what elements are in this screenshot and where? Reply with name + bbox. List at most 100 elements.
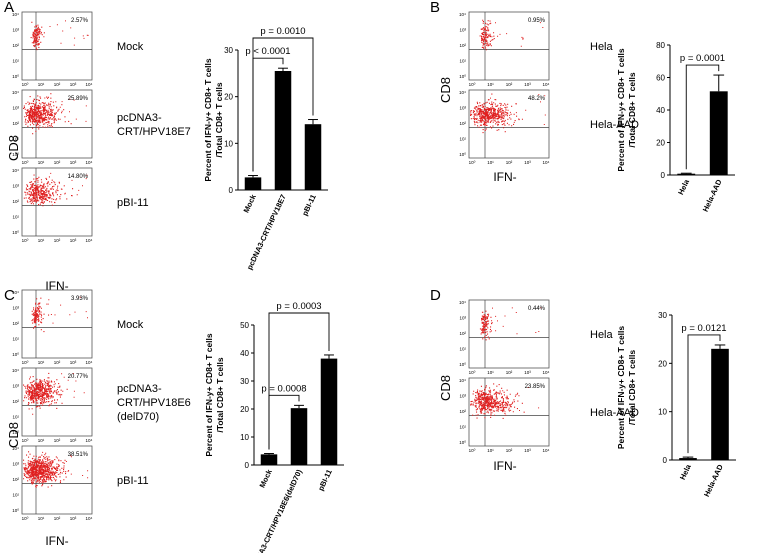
p-value-label: p = 0.0008 xyxy=(261,383,306,394)
y-tick-label: 10³ xyxy=(12,28,19,33)
bar-chart: 0 10 20 30 Percent of IFN-y+ CD8+ T cells/To… xyxy=(203,26,328,271)
flow-plot: 0.44% 10⁰ 10¹ 10² 10³ 10⁴ 10⁰ 10¹ 10² 10³ 10⁴ Hela xyxy=(459,299,614,375)
y-tick-label: 60 xyxy=(656,74,665,83)
flow-plot: 0.95% 10⁰ 10¹ 10² 10³ 10⁴ 10⁰ 10¹ 10² 10³ 10⁴ Hela xyxy=(459,11,614,87)
gate-percent: 48.2% xyxy=(528,96,546,102)
y-tick-label: 50 xyxy=(240,321,249,330)
y-tick-label: 10⁰ xyxy=(12,74,19,79)
flow-dots xyxy=(470,93,546,134)
sample-label: pBI-11 xyxy=(117,197,149,209)
bar xyxy=(711,348,729,460)
x-tick-label: 10² xyxy=(54,238,61,243)
x-tick-label: 10³ xyxy=(524,160,531,165)
bar-ylabel: Percent of IFN-y+ CD8+ T cells xyxy=(203,58,213,182)
x-tick-label: 10² xyxy=(506,82,513,87)
flow-xlabel: IFN- xyxy=(45,534,68,548)
x-tick-label: 10³ xyxy=(70,438,77,443)
x-tick-label: 10² xyxy=(54,360,61,365)
x-tick-label: 10³ xyxy=(70,238,77,243)
sample-label: Mock xyxy=(117,41,144,53)
bar-ylabel: Percent of IFN-y+ CD8+ T cells xyxy=(616,326,626,450)
x-tick-label: 10⁴ xyxy=(543,160,550,165)
x-tick-label: 10³ xyxy=(70,516,77,521)
flow-dots xyxy=(23,93,87,135)
bar-ylabel: /Total CD8+ T cells xyxy=(215,357,225,432)
x-tick-label: 10⁰ xyxy=(469,160,476,165)
category-label: Hela xyxy=(678,462,693,481)
y-tick-label: 10⁴ xyxy=(12,90,19,95)
flow-plot: 25.89% 10⁰ 10¹ 10² 10³ 10⁴ 10⁰ 10¹ 10² 10³ 10⁴ pcDN… xyxy=(12,89,191,165)
bar-chart: 0 10 20 30 Percent of IFN-y+ CD8+ T cells/To… xyxy=(616,311,736,498)
category-label: pBI-11 xyxy=(316,468,334,492)
y-tick-label: 30 xyxy=(224,46,233,55)
bracket-line xyxy=(252,37,314,172)
y-tick-label: 10³ xyxy=(459,28,466,33)
category-label: pcDNA3-CRT/HPV18E6(delD70) xyxy=(248,468,304,553)
x-tick-label: 10⁴ xyxy=(543,82,550,87)
p-value-label: p = 0.0001 xyxy=(680,53,725,64)
y-tick-label: 10² xyxy=(459,331,466,336)
bracket-line xyxy=(687,334,721,454)
category-label: Mock xyxy=(242,192,259,214)
p-value-label: p = 0.0121 xyxy=(681,323,726,334)
y-tick-label: 10⁰ xyxy=(459,74,466,79)
bar xyxy=(274,71,292,190)
bar-ylabel: Percent of IFN-y+ CD8+ T cells xyxy=(204,333,214,457)
y-tick-label: 0 xyxy=(245,461,250,470)
x-tick-label: 10² xyxy=(506,370,513,375)
x-tick-label: 10² xyxy=(506,448,513,453)
bar xyxy=(709,91,728,175)
flow-xlabel: IFN- xyxy=(45,279,68,293)
y-tick-label: 10² xyxy=(12,43,19,48)
gate-percent: 20.77% xyxy=(68,374,89,380)
y-tick-label: 10⁴ xyxy=(12,368,19,373)
flow-dots xyxy=(23,372,85,415)
x-tick-label: 10¹ xyxy=(487,160,494,165)
x-tick-label: 10² xyxy=(54,160,61,165)
x-tick-label: 10⁰ xyxy=(22,238,29,243)
y-tick-label: 10⁰ xyxy=(12,152,19,157)
x-tick-label: 10¹ xyxy=(38,160,45,165)
y-tick-label: 40 xyxy=(656,106,665,115)
y-tick-label: 10⁴ xyxy=(12,12,19,17)
y-tick-label: 10¹ xyxy=(459,425,466,430)
flow-plot: 48.2% 10⁰ 10¹ 10² 10³ 10⁴ 10⁰ 10¹ 10² 10³ 10⁴ Hela-… xyxy=(459,89,639,165)
x-tick-label: 10⁴ xyxy=(86,438,93,443)
flow-ylabel: CD8 xyxy=(438,375,453,401)
flow-plot: 20.77% 10⁰ 10¹ 10² 10³ 10⁴ 10⁰ 10¹ 10² 10³ 10⁴ pcDN… xyxy=(12,367,191,443)
sample-label: (delD70) xyxy=(117,411,159,423)
comparison-bracket: p = 0.0003 xyxy=(268,301,330,450)
y-tick-label: 20 xyxy=(240,405,249,414)
x-tick-label: 10² xyxy=(54,438,61,443)
x-tick-label: 10¹ xyxy=(38,360,45,365)
bracket-line xyxy=(685,64,720,170)
x-tick-label: 10⁴ xyxy=(86,160,93,165)
y-tick-label: 10 xyxy=(224,139,233,148)
flow-plot-frame xyxy=(468,89,550,159)
y-tick-label: 10¹ xyxy=(12,493,19,498)
y-tick-label: 10¹ xyxy=(459,347,466,352)
panel-letter: A xyxy=(4,0,14,16)
y-tick-label: 0 xyxy=(661,171,666,180)
y-tick-label: 10² xyxy=(12,121,19,126)
x-tick-label: 10⁰ xyxy=(22,438,29,443)
flow-plot-frame xyxy=(468,11,550,81)
x-tick-label: 10² xyxy=(506,160,513,165)
p-value-label: p = 0.0010 xyxy=(260,26,305,37)
y-tick-label: 20 xyxy=(658,359,667,368)
y-tick-label: 10² xyxy=(12,321,19,326)
panel-letter: C xyxy=(4,287,15,304)
x-tick-label: 10³ xyxy=(524,82,531,87)
gate-percent: 0.95% xyxy=(528,18,546,24)
category-label: Hela-AAD xyxy=(701,178,724,214)
flow-plot: 14.80% 10⁰ 10¹ 10² 10³ 10⁴ 10⁰ 10¹ 10² 10³ 10⁴ pBI-… xyxy=(12,167,149,243)
y-tick-label: 80 xyxy=(656,41,665,50)
flow-ylabel: CD8 xyxy=(438,77,453,103)
